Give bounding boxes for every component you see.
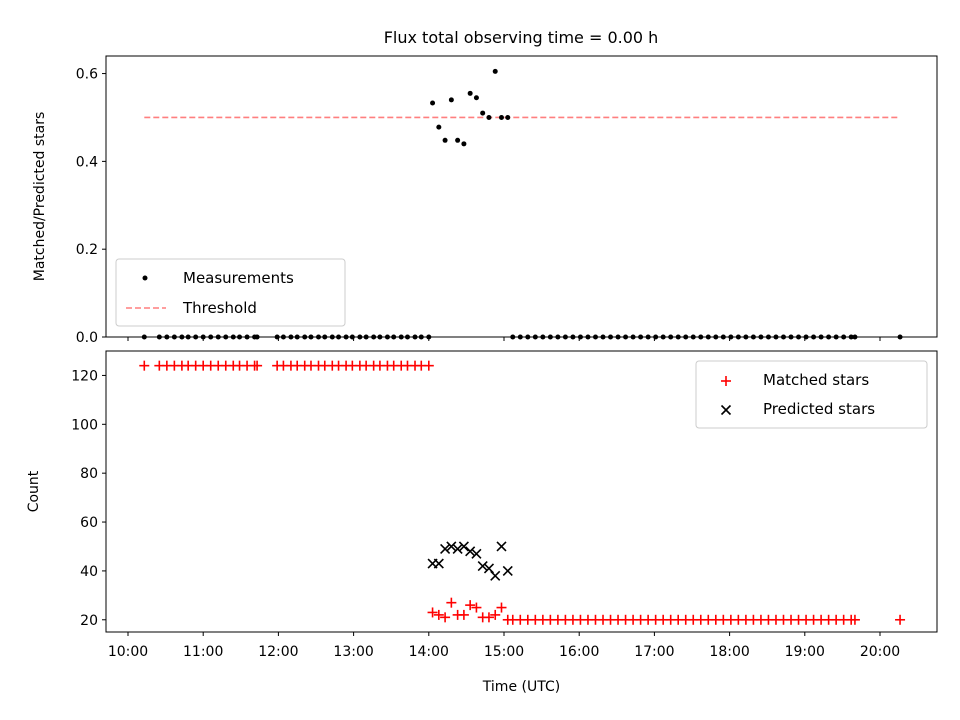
top-legend: Measurements Threshold [115,258,346,327]
y-tick-label: 80 [80,466,98,482]
bottom-axes-frame [105,350,938,633]
measurement-point [461,141,467,147]
measurement-point [436,124,442,130]
x-marker-b [720,404,732,416]
predicted-star-point [440,543,451,554]
y-tick-label: 0.6 [76,67,98,83]
y-tick-label: 60 [80,515,98,531]
predicted-star-point [452,543,463,554]
matched-star-point [483,612,494,623]
y-tick-label: 40 [80,564,98,580]
x-marker-b [471,548,482,559]
measurement-point [486,114,492,120]
x-marker-b [483,563,495,574]
x-marker-b [502,565,513,576]
top-axes-frame [105,55,938,338]
x-tick-label: 20:00 [860,644,900,660]
matched-star-point [849,614,860,625]
bottom-legend-box [695,360,928,429]
predicted-star-point [490,570,501,581]
predicted-star-point [465,546,476,557]
predicted-star-point [496,541,507,552]
matched-star-point [139,360,150,371]
matched-star-point [895,614,906,625]
y-tick-label: 0.2 [76,242,98,258]
measurement-point [467,90,473,96]
x-tick-label: 13:00 [333,644,373,660]
x-marker-b [490,570,501,581]
x-marker-b [477,560,488,572]
measurement-point [430,100,436,106]
matched-star-point [496,602,507,613]
bottom-panel: Count 20 40 60 80 100 120 10:00 11:00 12:00 13:00 1… [26,350,938,695]
measurement-point [492,68,498,74]
x-marker-b [458,541,469,552]
top-panel: Matched/Predicted stars 0.0 0.2 0.4 0.6 Measu… [32,55,938,346]
top-y-axis-label: Matched/Predicted stars [32,112,48,282]
measurement-point [498,114,504,120]
y-tick-label: 120 [71,368,98,384]
x-tick-label: 10:00 [108,644,148,660]
matched-star-point [471,602,482,613]
matched-star-point [252,360,263,371]
measurement-point [442,137,448,143]
x-tick-label: 12:00 [258,644,298,660]
predicted-star-point [471,548,482,559]
y-tick-label: 20 [80,613,98,629]
x-marker-b [465,546,476,557]
x-tick-label: 18:00 [709,644,749,660]
measurement-point [505,114,511,120]
x-tick-label: 16:00 [559,644,599,660]
top-legend-box [115,258,346,327]
y-tick-label: 0.0 [76,330,98,346]
matched-star-point [427,607,438,618]
legend-predicted-label: Predicted stars [763,400,875,418]
x-marker-b [452,543,463,554]
x-tick-label: 15:00 [484,644,524,660]
legend-matched-label: Matched stars [763,371,869,389]
predicted-star-point [433,558,444,569]
matched-star-point [440,612,451,623]
predicted-star-point [458,541,469,552]
x-marker-b [433,558,444,569]
x-tick-label: 19:00 [785,644,825,660]
measurement-point [448,97,454,103]
chart-title: Flux total observing time = 0.00 h [384,28,659,47]
legend-threshold-label: Threshold [182,299,257,317]
x-axis-label: Time (UTC) [482,679,560,695]
legend-measurement-marker [142,275,148,281]
x-tick-label: 14:00 [409,644,449,660]
matched-star-point [490,609,501,620]
bottom-y-axis-label: Count [26,470,42,512]
measurement-point [480,110,486,116]
legend-predicted-marker [720,404,732,416]
measurement-point [473,95,479,101]
matched-star-point [423,360,434,371]
x-marker-b [446,541,457,552]
measurement-point [455,137,461,143]
x-tick-label: 17:00 [634,644,674,660]
x-marker-b [496,541,507,552]
matched-star-point [446,597,457,608]
y-tick-label: 100 [71,417,98,433]
predicted-star-point [477,560,488,572]
predicted-star-point [502,565,513,576]
bottom-legend: Matched stars Predicted stars [695,360,928,429]
legend-measurements-label: Measurements [183,269,294,287]
matched-star-point [465,600,476,611]
matched-star-point [433,609,444,620]
legend-matched-marker [721,376,731,386]
matched-star-point [458,609,469,620]
x-marker-b [440,543,451,554]
predicted-star-point [446,541,457,552]
y-tick-label: 0.4 [76,154,98,170]
x-tick-label: 11:00 [183,644,223,660]
